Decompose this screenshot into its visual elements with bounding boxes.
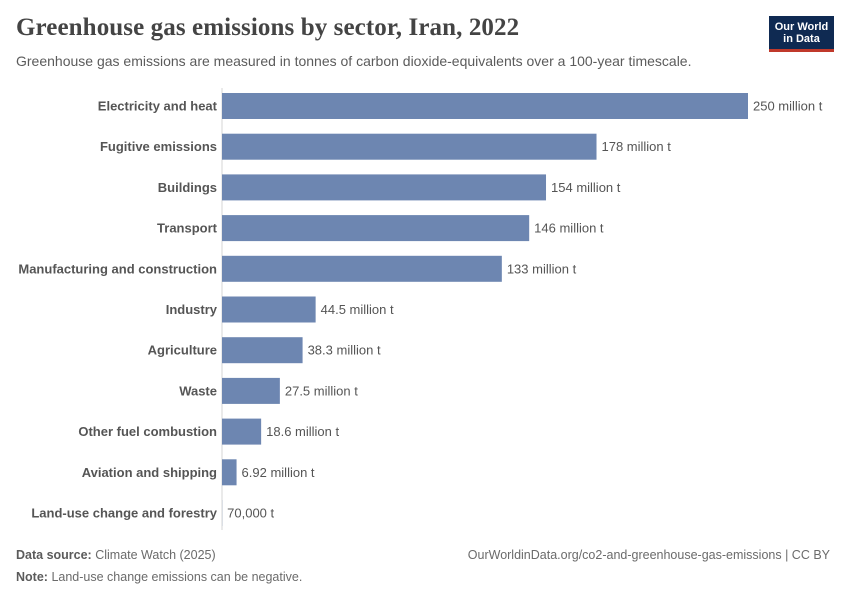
bar[interactable] [222, 255, 502, 282]
note-text: Land-use change emissions can be negativ… [51, 570, 303, 584]
source-url[interactable]: OurWorldinData.org/co2-and-greenhouse-ga… [467, 548, 830, 562]
value-label: 250 million t [753, 99, 823, 114]
value-label: 44.5 million t [321, 302, 394, 317]
owid-logo[interactable]: Our World in Data [769, 16, 834, 52]
bar[interactable] [222, 377, 280, 404]
value-label: 18.6 million t [266, 424, 339, 439]
category-label: Industry [166, 302, 218, 317]
category-label: Transport [157, 221, 218, 236]
bar[interactable] [222, 93, 748, 119]
bar[interactable] [222, 459, 237, 486]
bar[interactable] [222, 296, 316, 323]
value-label: 146 million t [534, 221, 604, 236]
category-label: Other fuel combustion [78, 424, 217, 439]
value-label: 154 million t [551, 180, 621, 195]
category-label: Fugitive emissions [100, 139, 217, 154]
value-label: 133 million t [507, 261, 577, 276]
data-source-value[interactable]: Climate Watch (2025) [95, 548, 216, 562]
note-label: Note: [16, 570, 48, 584]
category-label: Buildings [158, 180, 217, 195]
category-label: Land-use change and forestry [31, 506, 217, 521]
chart-note: Note: Land-use change emissions can be n… [16, 570, 302, 584]
bar[interactable] [222, 215, 530, 242]
data-source: Data source: Climate Watch (2025) [16, 548, 216, 562]
category-label: Aviation and shipping [82, 465, 217, 480]
category-label: Waste [179, 383, 217, 398]
chart-subtitle: Greenhouse gas emissions are measured in… [16, 53, 692, 69]
bar-chart: Electricity and heat 250 million t Fugitiv… [18, 88, 823, 530]
bar[interactable] [222, 418, 262, 445]
value-label: 6.92 million t [242, 465, 315, 480]
logo-line-1: Our World [774, 21, 829, 33]
value-label: 38.3 million t [308, 343, 381, 358]
category-label: Agriculture [148, 343, 217, 358]
data-source-label: Data source: [16, 548, 92, 562]
chart-title: Greenhouse gas emissions by sector, Iran… [16, 14, 520, 41]
category-label: Manufacturing and construction [18, 261, 217, 276]
bar[interactable] [222, 174, 547, 201]
logo-line-2: in Data [783, 33, 820, 45]
value-label: 178 million t [602, 139, 672, 154]
bar[interactable] [222, 337, 303, 364]
bar[interactable] [222, 133, 597, 160]
category-label: Electricity and heat [98, 99, 218, 114]
value-label: 70,000 t [227, 506, 274, 521]
value-label: 27.5 million t [285, 383, 358, 398]
